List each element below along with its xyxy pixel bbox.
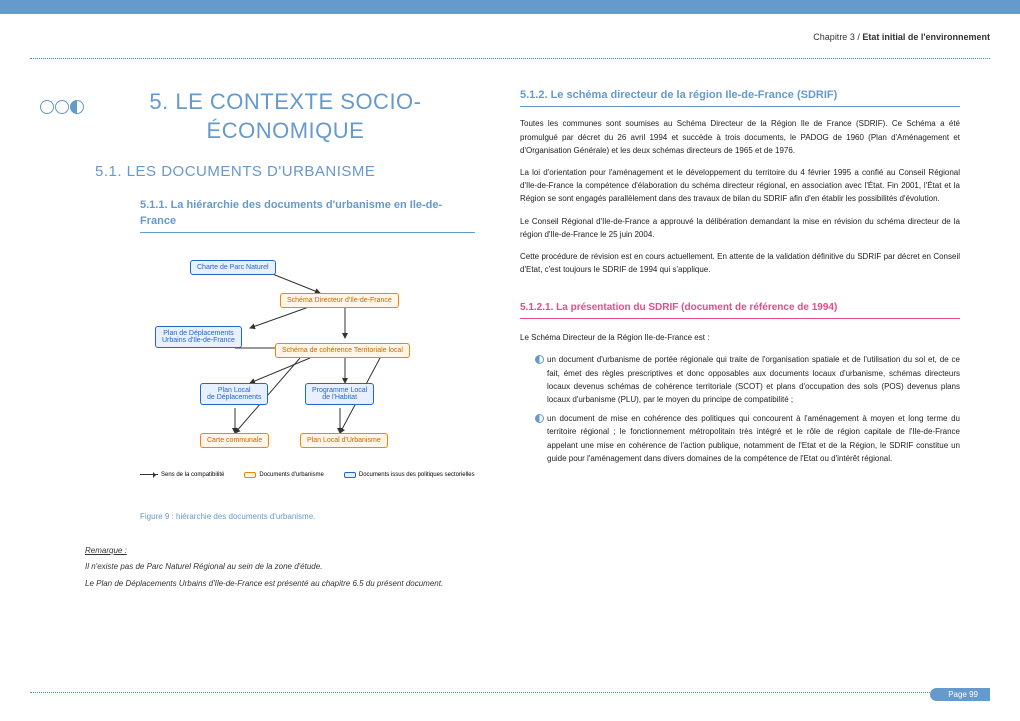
node-charte: Charte de Parc Naturel: [190, 260, 276, 275]
node-pld: Plan Local de Déplacements: [200, 383, 268, 405]
legend-blue: Documents issus des politiques sectoriel…: [344, 472, 475, 478]
legend-arrow: Sens de la compatibilité: [140, 472, 224, 478]
divider-top: [30, 58, 990, 59]
node-carte: Carte communale: [200, 433, 269, 448]
remark-p1: Il n'existe pas de Parc Naturel Régional…: [85, 561, 495, 572]
node-scot: Schéma de cohérence Territoriale local: [275, 343, 410, 358]
bullet-1: un document d'urbanisme de portée région…: [535, 353, 960, 406]
chapter-label: Chapitre 3 /: [813, 32, 862, 42]
title-row: 5. LE CONTEXTE SOCIO-ÉCONOMIQUE: [40, 88, 495, 145]
remark-block: Remarque : Il n'existe pas de Parc Natur…: [85, 546, 495, 589]
section-5-1-1: 5.1.1. La hiérarchie des documents d'urb…: [140, 198, 475, 233]
para3: Le Conseil Régional d'Ile-de-France a ap…: [520, 215, 960, 241]
node-sdrif: Schéma Directeur d'Ile-de-France: [280, 293, 399, 308]
right-column: 5.1.2. Le schéma directeur de la région …: [520, 88, 960, 589]
node-plu: Plan Local d'Urbanisme: [300, 433, 388, 448]
content: 5. LE CONTEXTE SOCIO-ÉCONOMIQUE 5.1. LES…: [40, 88, 990, 589]
para5: Le Schéma Directeur de la Région Ile-de-…: [520, 331, 960, 344]
bullet-2: un document de mise en cohérence des pol…: [535, 412, 960, 465]
hierarchy-diagram: Charte de Parc Naturel Schéma Directeur …: [40, 248, 495, 508]
para2: La loi d'orientation pour l'aménagement …: [520, 166, 960, 206]
node-plh: Programme Local de l'Habitat: [305, 383, 374, 405]
chapter-title: Etat initial de l'environnement: [862, 32, 990, 42]
section-5-1-2: 5.1.2. Le schéma directeur de la région …: [520, 88, 960, 107]
page-number: Page 99: [930, 688, 990, 701]
section-5-1: 5.1. LES DOCUMENTS D'URBANISME: [95, 163, 495, 180]
para4: Cette procédure de révision est en cours…: [520, 250, 960, 276]
legend-orange: Documents d'urbanisme: [244, 472, 324, 478]
diagram-legend: Sens de la compatibilité Documents d'urb…: [140, 472, 475, 478]
diagram-arrows: [40, 248, 495, 508]
decorative-circles: [40, 98, 85, 116]
section-5-1-2-1: 5.1.2.1. La présentation du SDRIF (docum…: [520, 301, 960, 319]
left-column: 5. LE CONTEXTE SOCIO-ÉCONOMIQUE 5.1. LES…: [40, 88, 495, 589]
top-bar: [0, 0, 1020, 14]
remark-label: Remarque :: [85, 546, 127, 555]
para1: Toutes les communes sont soumises au Sch…: [520, 117, 960, 157]
main-title: 5. LE CONTEXTE SOCIO-ÉCONOMIQUE: [95, 88, 475, 145]
remark-p2: Le Plan de Déplacements Urbains d'Ile-de…: [85, 578, 495, 589]
bullet-list: un document d'urbanisme de portée région…: [535, 353, 960, 465]
node-pdu: Plan de Déplacements Urbains d'Ile-de-Fr…: [155, 326, 242, 348]
figure-caption: Figure 9 : hiérarchie des documents d'ur…: [140, 512, 495, 521]
page-header: Chapitre 3 / Etat initial de l'environne…: [813, 32, 990, 42]
divider-bottom: [30, 692, 990, 693]
